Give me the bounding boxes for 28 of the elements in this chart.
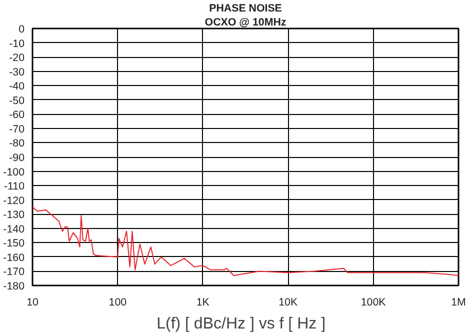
y-tick-label: -20 xyxy=(9,52,25,64)
y-tick-label: -100 xyxy=(3,166,25,178)
y-tick-label: -40 xyxy=(9,80,25,93)
y-tick-label: -70 xyxy=(9,123,25,136)
x-axis-title: L(f) [ dBc/Hz ] vs f [ Hz ] xyxy=(156,316,326,332)
y-tick-label: -120 xyxy=(3,194,25,207)
y-tick-label: -140 xyxy=(3,223,25,236)
x-tick-label: 100K xyxy=(360,296,386,308)
x-tick-label: 10K xyxy=(278,296,298,308)
x-tick-label: 10 xyxy=(26,296,38,308)
x-tick-label: 100 xyxy=(108,296,127,308)
y-tick-label: 0 xyxy=(18,24,25,36)
y-tick-label: -60 xyxy=(9,109,25,122)
y-tick-label: -180 xyxy=(3,280,25,292)
y-tick-label: -50 xyxy=(9,94,25,107)
x-tick-label: 1M xyxy=(451,296,466,308)
y-tick-label: -80 xyxy=(9,138,25,150)
chart-title: PHASE NOISE xyxy=(209,2,282,14)
x-tick-label: 1K xyxy=(196,296,210,308)
chart-subtitle: OCXO @ 10MHz xyxy=(204,16,286,28)
y-tick-label: -30 xyxy=(9,66,25,78)
y-tick-label: -110 xyxy=(4,180,25,193)
y-tick-label: -160 xyxy=(3,252,25,264)
y-tick-label: -130 xyxy=(3,209,25,222)
y-tick-label: -170 xyxy=(3,266,25,278)
y-tick-label: -10 xyxy=(9,38,25,50)
y-tick-label: -90 xyxy=(9,152,25,164)
y-tick-label: -150 xyxy=(3,238,25,250)
